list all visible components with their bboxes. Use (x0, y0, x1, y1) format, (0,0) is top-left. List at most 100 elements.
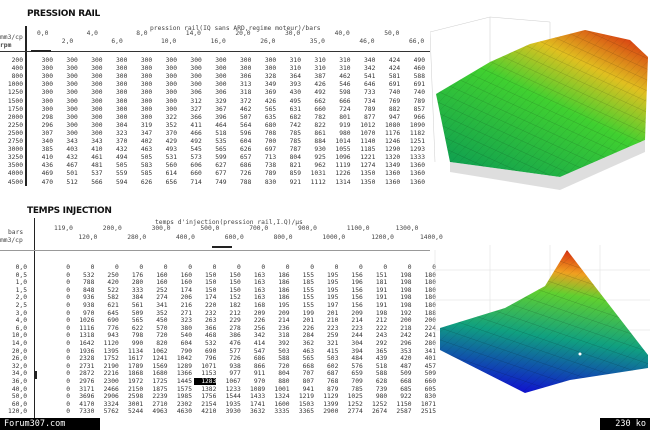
table-cell[interactable]: 1176 (385, 129, 401, 137)
table-cell[interactable]: 599 (215, 154, 227, 162)
column-header[interactable]: 20,0 (235, 30, 251, 37)
table-cell[interactable]: 0 (66, 370, 70, 378)
table-cell[interactable]: 1445 (176, 378, 192, 385)
table-cell[interactable]: 300 (66, 97, 78, 105)
table-cell[interactable]: 300 (91, 121, 103, 129)
table-cell[interactable]: 3001 (128, 400, 144, 408)
table-cell[interactable]: 0 (139, 264, 144, 271)
table-cell[interactable]: 1382 (201, 385, 217, 393)
table-cell[interactable]: 507 (240, 113, 252, 121)
row-header[interactable]: 20,0 (11, 347, 27, 355)
table-cell[interactable]: 306 (240, 73, 252, 81)
table-cell[interactable]: 626 (140, 178, 153, 186)
table-cell[interactable]: 577 (229, 347, 241, 355)
table-cell[interactable]: 738 (264, 162, 277, 170)
table-cell[interactable]: 2976 (79, 378, 95, 385)
row-header[interactable]: 1750 (7, 105, 23, 113)
table-cell[interactable]: 501 (66, 170, 78, 178)
table-cell[interactable]: 310 (289, 65, 301, 73)
table-cell[interactable]: 1936 (79, 347, 95, 355)
table-cell[interactable]: 300 (140, 73, 153, 81)
table-cell[interactable]: 782 (314, 113, 326, 121)
table-cell[interactable]: 2300 (103, 378, 119, 385)
table-cell[interactable]: 160 (156, 279, 168, 287)
table-cell[interactable]: 150 (205, 286, 217, 294)
table-cell[interactable]: 1349 (385, 162, 401, 170)
table-cell[interactable]: 163 (253, 279, 266, 287)
table-cell[interactable]: 214 (351, 317, 363, 325)
table-cell[interactable]: 769 (388, 97, 401, 105)
table-cell[interactable]: 329 (215, 97, 227, 105)
table-cell[interactable]: 495 (289, 97, 301, 105)
table-cell[interactable]: 160 (180, 271, 192, 279)
table-cell[interactable]: 212 (229, 309, 241, 317)
table-cell[interactable]: 1182 (409, 129, 425, 137)
column-header[interactable]: 800,0 (273, 234, 293, 241)
table-cell[interactable]: 0 (90, 264, 95, 271)
table-cell[interactable]: 512 (66, 178, 78, 186)
table-cell[interactable]: 980 (375, 393, 388, 401)
table-cell[interactable]: 622 (131, 324, 144, 332)
table-cell[interactable]: 1070 (360, 129, 376, 137)
table-cell[interactable]: 866 (253, 362, 266, 370)
table-cell[interactable]: 1360 (385, 170, 401, 178)
column-header[interactable]: 16,0 (210, 38, 226, 45)
table-cell[interactable]: 467 (66, 162, 78, 170)
table-cell[interactable]: 565 (131, 317, 144, 325)
table-cell[interactable]: 709 (351, 378, 363, 385)
row-header[interactable]: 2250 (7, 121, 23, 129)
table-cell[interactable]: 697 (264, 146, 277, 154)
table-cell[interactable]: 1025 (347, 393, 363, 401)
table-cell[interactable]: 1360 (409, 162, 425, 170)
table-cell[interactable]: 657 (240, 154, 252, 162)
table-cell[interactable]: 509 (131, 309, 144, 317)
table-cell[interactable]: 686 (253, 355, 266, 363)
table-cell[interactable]: 300 (91, 65, 103, 73)
table-cell[interactable]: 5762 (103, 408, 119, 416)
table-cell[interactable]: 1112 (310, 178, 326, 186)
table-cell[interactable]: 0 (432, 264, 436, 271)
table-cell[interactable]: 352 (165, 121, 177, 129)
row-header[interactable]: 4000 (7, 170, 23, 178)
table-cell[interactable]: 1090 (409, 121, 425, 129)
table-cell[interactable]: 300 (240, 65, 252, 73)
row-header[interactable]: 400 (11, 65, 23, 73)
table-cell[interactable]: 352 (156, 309, 168, 317)
table-cell[interactable]: 2674 (372, 408, 388, 416)
table-cell[interactable]: 660 (190, 170, 202, 178)
table-cell[interactable]: 5244 (128, 408, 144, 416)
table-cell[interactable]: 749 (215, 178, 227, 186)
table-cell[interactable]: 186 (278, 286, 290, 294)
table-cell[interactable]: 936 (83, 294, 95, 302)
table-cell[interactable]: 1399 (323, 400, 339, 408)
table-cell[interactable]: 509 (424, 370, 436, 378)
table-cell[interactable]: 300 (66, 89, 78, 97)
table-cell[interactable]: 938 (229, 362, 241, 370)
table-cell[interactable]: 733 (364, 89, 376, 97)
table-cell[interactable]: 1680 (152, 370, 168, 378)
table-cell[interactable]: 804 (289, 154, 301, 162)
column-header[interactable]: 1200,0 (371, 234, 394, 241)
table-cell[interactable]: 429 (165, 138, 177, 145)
table-cell[interactable]: 155 (302, 286, 314, 294)
table-cell[interactable]: 150 (229, 271, 241, 279)
table-cell[interactable]: 300 (116, 105, 128, 113)
table-cell[interactable]: 197 (327, 302, 339, 309)
table-cell[interactable]: 300 (165, 81, 177, 89)
table-cell[interactable]: 656 (165, 178, 177, 186)
table-cell[interactable]: 300 (264, 57, 277, 64)
table-cell[interactable]: 300 (116, 65, 128, 73)
table-cell[interactable]: 156 (351, 286, 363, 294)
table-cell[interactable]: 0 (383, 264, 388, 271)
table-cell[interactable]: 943 (107, 332, 119, 340)
table-cell[interactable]: 3324 (103, 400, 119, 408)
table-cell[interactable]: 2216 (103, 370, 119, 378)
table-cell[interactable]: 2906 (103, 393, 119, 401)
table-cell[interactable]: 882 (388, 105, 401, 113)
row-header[interactable]: 1,0 (15, 279, 27, 287)
table-cell[interactable]: 300 (116, 73, 128, 81)
table-cell[interactable]: 518 (375, 362, 388, 370)
table-cell[interactable]: 621 (107, 302, 119, 309)
table-cell[interactable]: 188 (424, 309, 436, 317)
table-cell[interactable]: 2710 (152, 400, 168, 408)
